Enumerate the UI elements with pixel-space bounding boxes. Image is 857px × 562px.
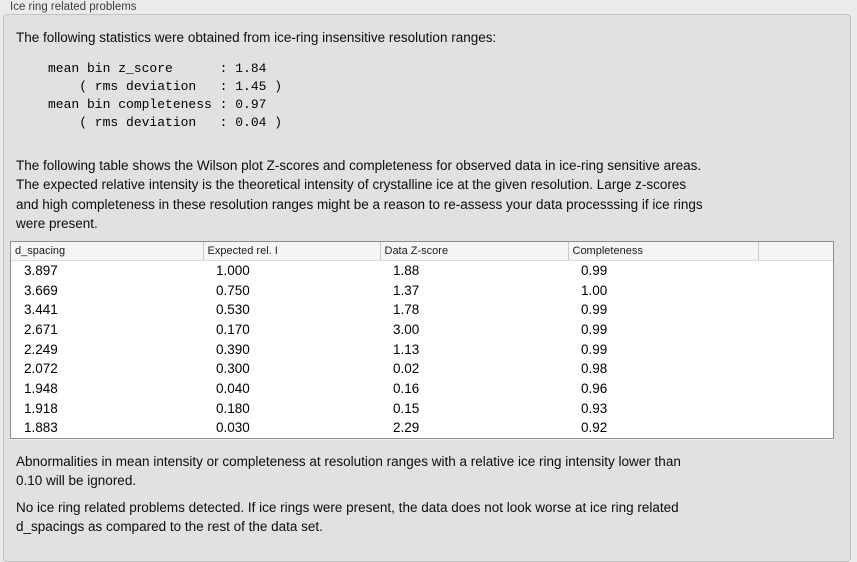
table-cell-empty (758, 359, 833, 379)
table-cell: 0.170 (216, 321, 250, 337)
table-row[interactable]: 2.671 0.170 3.00 0.99 (11, 320, 833, 340)
text-line: The following table shows the Wilson plo… (16, 157, 702, 173)
table-cell: 1.37 (393, 282, 420, 298)
table-row[interactable]: 1.948 0.040 0.16 0.96 (11, 379, 833, 399)
table-cell: 1.883 (24, 420, 58, 436)
ice-ring-panel: The following statistics were obtained f… (3, 14, 851, 562)
table-cell: 3.897 (24, 263, 58, 279)
ignore-note-text: Abnormalities in mean intensity or compl… (16, 452, 838, 491)
table-cell: 0.530 (216, 302, 250, 318)
statistics-block: mean bin z_score : 1.84 ( rms deviation … (48, 60, 838, 132)
table-cell-empty (758, 398, 833, 418)
table-row[interactable]: 1.918 0.180 0.15 0.93 (11, 398, 833, 418)
table-row[interactable]: 1.883 0.030 2.29 0.92 (11, 418, 833, 438)
table-row[interactable]: 3.897 1.000 1.88 0.99 (11, 261, 833, 281)
table-description-text: The following table shows the Wilson plo… (16, 156, 838, 234)
table-cell: 1.88 (393, 263, 420, 279)
column-header[interactable]: Expected rel. I (203, 241, 381, 261)
table-cell: 0.92 (581, 420, 608, 436)
column-header-empty (758, 241, 833, 261)
table-cell: 1.000 (216, 263, 250, 279)
text-line: 0.10 will be ignored. (16, 473, 137, 489)
table-header-row: d_spacing Expected rel. I Data Z-score Comp… (11, 241, 833, 261)
text-line: Abnormalities in mean intensity or compl… (16, 453, 681, 469)
table-cell: 2.072 (24, 361, 58, 377)
table-cell: 1.948 (24, 380, 58, 396)
table-cell: 0.96 (581, 380, 608, 396)
text-line: The expected relative intensity is the t… (16, 177, 687, 192)
table-cell: 0.180 (216, 400, 250, 416)
text-line: mean bin completeness : 0.97 (48, 96, 267, 112)
column-header[interactable]: Completeness (568, 241, 759, 261)
table-cell-empty (758, 300, 833, 320)
table-cell: 0.040 (216, 380, 250, 396)
data-table: d_spacing Expected rel. I Data Z-score Comp… (11, 241, 833, 438)
table-cell: 3.669 (24, 282, 58, 298)
table-cell: 0.99 (581, 341, 608, 357)
table-cell: 0.030 (216, 420, 250, 436)
table-row[interactable]: 3.669 0.750 1.37 1.00 (11, 280, 833, 300)
ice-ring-table: d_spacing Expected rel. I Data Z-score Comp… (10, 240, 834, 439)
table-cell: 0.02 (393, 361, 420, 377)
table-cell: 2.29 (393, 420, 420, 436)
table-cell-empty (758, 339, 833, 359)
table-cell: 1.00 (581, 282, 608, 298)
table-cell: 1.13 (393, 341, 420, 357)
table-cell: 0.99 (581, 321, 608, 337)
table-cell: 1.78 (393, 302, 420, 318)
text-line: ( rms deviation : 1.45 ) (48, 78, 283, 94)
text-line: No ice ring related problems detected. I… (16, 499, 679, 515)
text-line: mean bin z_score : 1.84 (48, 60, 267, 76)
table-cell: 1.918 (24, 400, 58, 416)
table-cell: 3.00 (393, 321, 420, 337)
table-row[interactable]: 3.441 0.530 1.78 0.99 (11, 300, 833, 320)
table-cell: 0.16 (393, 380, 420, 396)
text-line: and high completeness in these resolutio… (16, 196, 703, 212)
table-cell: 0.750 (216, 282, 250, 298)
table-cell: 0.15 (393, 400, 420, 416)
table-body: 3.897 1.000 1.88 0.99 3.669 0.750 1.37 1.00 3.44… (11, 261, 833, 438)
text-line: were present. (16, 216, 98, 231)
table-row[interactable]: 2.072 0.300 0.02 0.98 (11, 359, 833, 379)
text-line: d_spacings as compared to the rest of th… (16, 519, 323, 535)
table-header: d_spacing Expected rel. I Data Z-score Comp… (11, 241, 833, 261)
table-cell-empty (758, 418, 833, 438)
groupbox-title: Ice ring related problems (10, 1, 137, 13)
table-cell: 3.441 (24, 302, 58, 318)
table-row[interactable]: 2.249 0.390 1.13 0.99 (11, 339, 833, 359)
text-line: ( rms deviation : 0.04 ) (48, 114, 283, 130)
column-header[interactable]: Data Z-score (380, 241, 569, 261)
table-cell-empty (758, 280, 833, 300)
table-cell-empty (758, 261, 833, 281)
table-cell-empty (758, 320, 833, 340)
table-cell: 0.93 (581, 400, 608, 416)
table-cell-empty (758, 379, 833, 399)
table-cell: 0.99 (581, 263, 608, 279)
table-cell: 0.99 (581, 302, 608, 318)
column-header[interactable]: d_spacing (11, 241, 204, 261)
table-cell: 0.390 (216, 341, 250, 357)
table-cell: 2.249 (24, 341, 58, 357)
table-cell: 0.300 (216, 361, 250, 377)
intro-text: The following statistics were obtained f… (16, 30, 497, 45)
table-cell: 2.671 (24, 321, 58, 337)
conclusion-text: No ice ring related problems detected. I… (16, 498, 838, 537)
table-cell: 0.98 (581, 361, 608, 377)
